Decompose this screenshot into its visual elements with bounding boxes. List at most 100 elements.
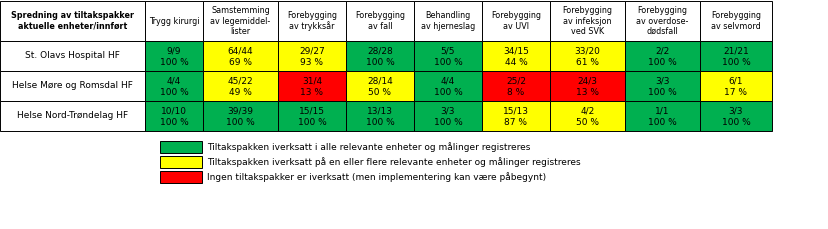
Text: 5/5: 5/5 [440, 46, 455, 55]
Bar [145, 101, 203, 131]
Bar [481, 41, 549, 71]
Bar [624, 101, 699, 131]
Bar [160, 171, 202, 183]
Text: 15/13: 15/13 [503, 106, 528, 115]
Bar [145, 41, 203, 71]
Text: 49 %: 49 % [229, 88, 252, 97]
Text: Spredning av tiltakspakker
aktuelle enheter/innført: Spredning av tiltakspakker aktuelle enhe… [11, 11, 134, 31]
Text: 2/2: 2/2 [655, 46, 669, 55]
Text: 17 %: 17 % [724, 88, 747, 97]
Bar [277, 71, 345, 101]
Text: Forebygging
av overdose-
dødsfall: Forebygging av overdose- dødsfall [636, 6, 688, 36]
Bar [624, 71, 699, 101]
Bar [549, 71, 624, 101]
Text: 87 %: 87 % [504, 118, 527, 127]
Bar [624, 1, 699, 41]
Bar [0, 101, 145, 131]
Text: 100 %: 100 % [226, 118, 254, 127]
Text: 100 %: 100 % [297, 118, 326, 127]
Bar [549, 1, 624, 41]
Bar [345, 41, 413, 71]
Text: 100 %: 100 % [433, 58, 462, 67]
Bar [481, 71, 549, 101]
Bar [624, 41, 699, 71]
Text: Tiltakspakken iverksatt i alle relevante enheter og målinger registreres: Tiltakspakken iverksatt i alle relevante… [207, 142, 530, 152]
Text: 4/4: 4/4 [440, 76, 455, 85]
Text: 100 %: 100 % [647, 58, 676, 67]
Text: 25/2: 25/2 [505, 76, 525, 85]
Bar [345, 1, 413, 41]
Bar [0, 41, 145, 71]
Text: 28/28: 28/28 [367, 46, 392, 55]
Text: 21/21: 21/21 [722, 46, 748, 55]
Text: 64/44: 64/44 [228, 46, 253, 55]
Text: 93 %: 93 % [300, 58, 323, 67]
Text: 100 %: 100 % [720, 118, 749, 127]
Text: St. Olavs Hospital HF: St. Olavs Hospital HF [25, 52, 120, 60]
Bar [0, 71, 145, 101]
Text: 15/15: 15/15 [299, 106, 325, 115]
Text: Forebygging
av selvmord: Forebygging av selvmord [710, 11, 760, 31]
Text: 100 %: 100 % [365, 58, 394, 67]
Bar [481, 101, 549, 131]
Text: 50 %: 50 % [575, 118, 599, 127]
Bar [160, 141, 202, 153]
Text: 3/3: 3/3 [440, 106, 455, 115]
Text: 13/13: 13/13 [367, 106, 392, 115]
Text: 100 %: 100 % [160, 58, 188, 67]
Bar [699, 101, 771, 131]
Text: 100 %: 100 % [433, 88, 462, 97]
Text: 4/4: 4/4 [166, 76, 181, 85]
Bar [145, 1, 203, 41]
Bar [145, 71, 203, 101]
Text: 100 %: 100 % [160, 88, 188, 97]
Text: 24/3: 24/3 [577, 76, 597, 85]
Text: 44 %: 44 % [504, 58, 527, 67]
Bar [345, 71, 413, 101]
Bar [413, 71, 481, 101]
Text: Trygg kirurgi: Trygg kirurgi [148, 16, 199, 25]
Bar [699, 1, 771, 41]
Text: 3/3: 3/3 [728, 106, 743, 115]
Bar [699, 41, 771, 71]
Bar [277, 41, 345, 71]
Text: Ingen tiltakspakker er iverksatt (men implementering kan være påbegynt): Ingen tiltakspakker er iverksatt (men im… [207, 172, 546, 182]
Text: 3/3: 3/3 [654, 76, 669, 85]
Text: Forebygging
av infeksjon
ved SVK: Forebygging av infeksjon ved SVK [562, 6, 612, 36]
Text: 9/9: 9/9 [166, 46, 181, 55]
Text: 8 %: 8 % [507, 88, 524, 97]
Text: Behandling
av hjerneslag: Behandling av hjerneslag [421, 11, 474, 31]
Text: 33/20: 33/20 [574, 46, 599, 55]
Text: 100 %: 100 % [160, 118, 188, 127]
Bar [203, 71, 277, 101]
Text: 39/39: 39/39 [227, 106, 253, 115]
Bar [413, 41, 481, 71]
Text: 100 %: 100 % [433, 118, 462, 127]
Text: 69 %: 69 % [229, 58, 252, 67]
Text: 31/4: 31/4 [301, 76, 321, 85]
Text: Forebygging
av UVI: Forebygging av UVI [490, 11, 541, 31]
Text: 29/27: 29/27 [299, 46, 325, 55]
Text: 100 %: 100 % [720, 58, 749, 67]
Text: Tiltakspakken iverksatt på en eller flere relevante enheter og målinger registre: Tiltakspakken iverksatt på en eller fler… [207, 157, 580, 167]
Text: Helse Nord-Trøndelag HF: Helse Nord-Trøndelag HF [17, 112, 128, 120]
Text: 34/15: 34/15 [503, 46, 528, 55]
Bar [699, 71, 771, 101]
Text: 6/1: 6/1 [728, 76, 743, 85]
Text: 13 %: 13 % [575, 88, 599, 97]
Bar [549, 41, 624, 71]
Bar [203, 1, 277, 41]
Text: 10/10: 10/10 [161, 106, 187, 115]
Bar [413, 101, 481, 131]
Bar [549, 101, 624, 131]
Text: 100 %: 100 % [365, 118, 394, 127]
Bar [203, 41, 277, 71]
Text: 100 %: 100 % [647, 118, 676, 127]
Text: 4/2: 4/2 [580, 106, 594, 115]
Bar [203, 101, 277, 131]
Text: Forebygging
av fall: Forebygging av fall [354, 11, 405, 31]
Text: 100 %: 100 % [647, 88, 676, 97]
Bar [277, 1, 345, 41]
Text: 13 %: 13 % [300, 88, 323, 97]
Text: 28/14: 28/14 [367, 76, 392, 85]
